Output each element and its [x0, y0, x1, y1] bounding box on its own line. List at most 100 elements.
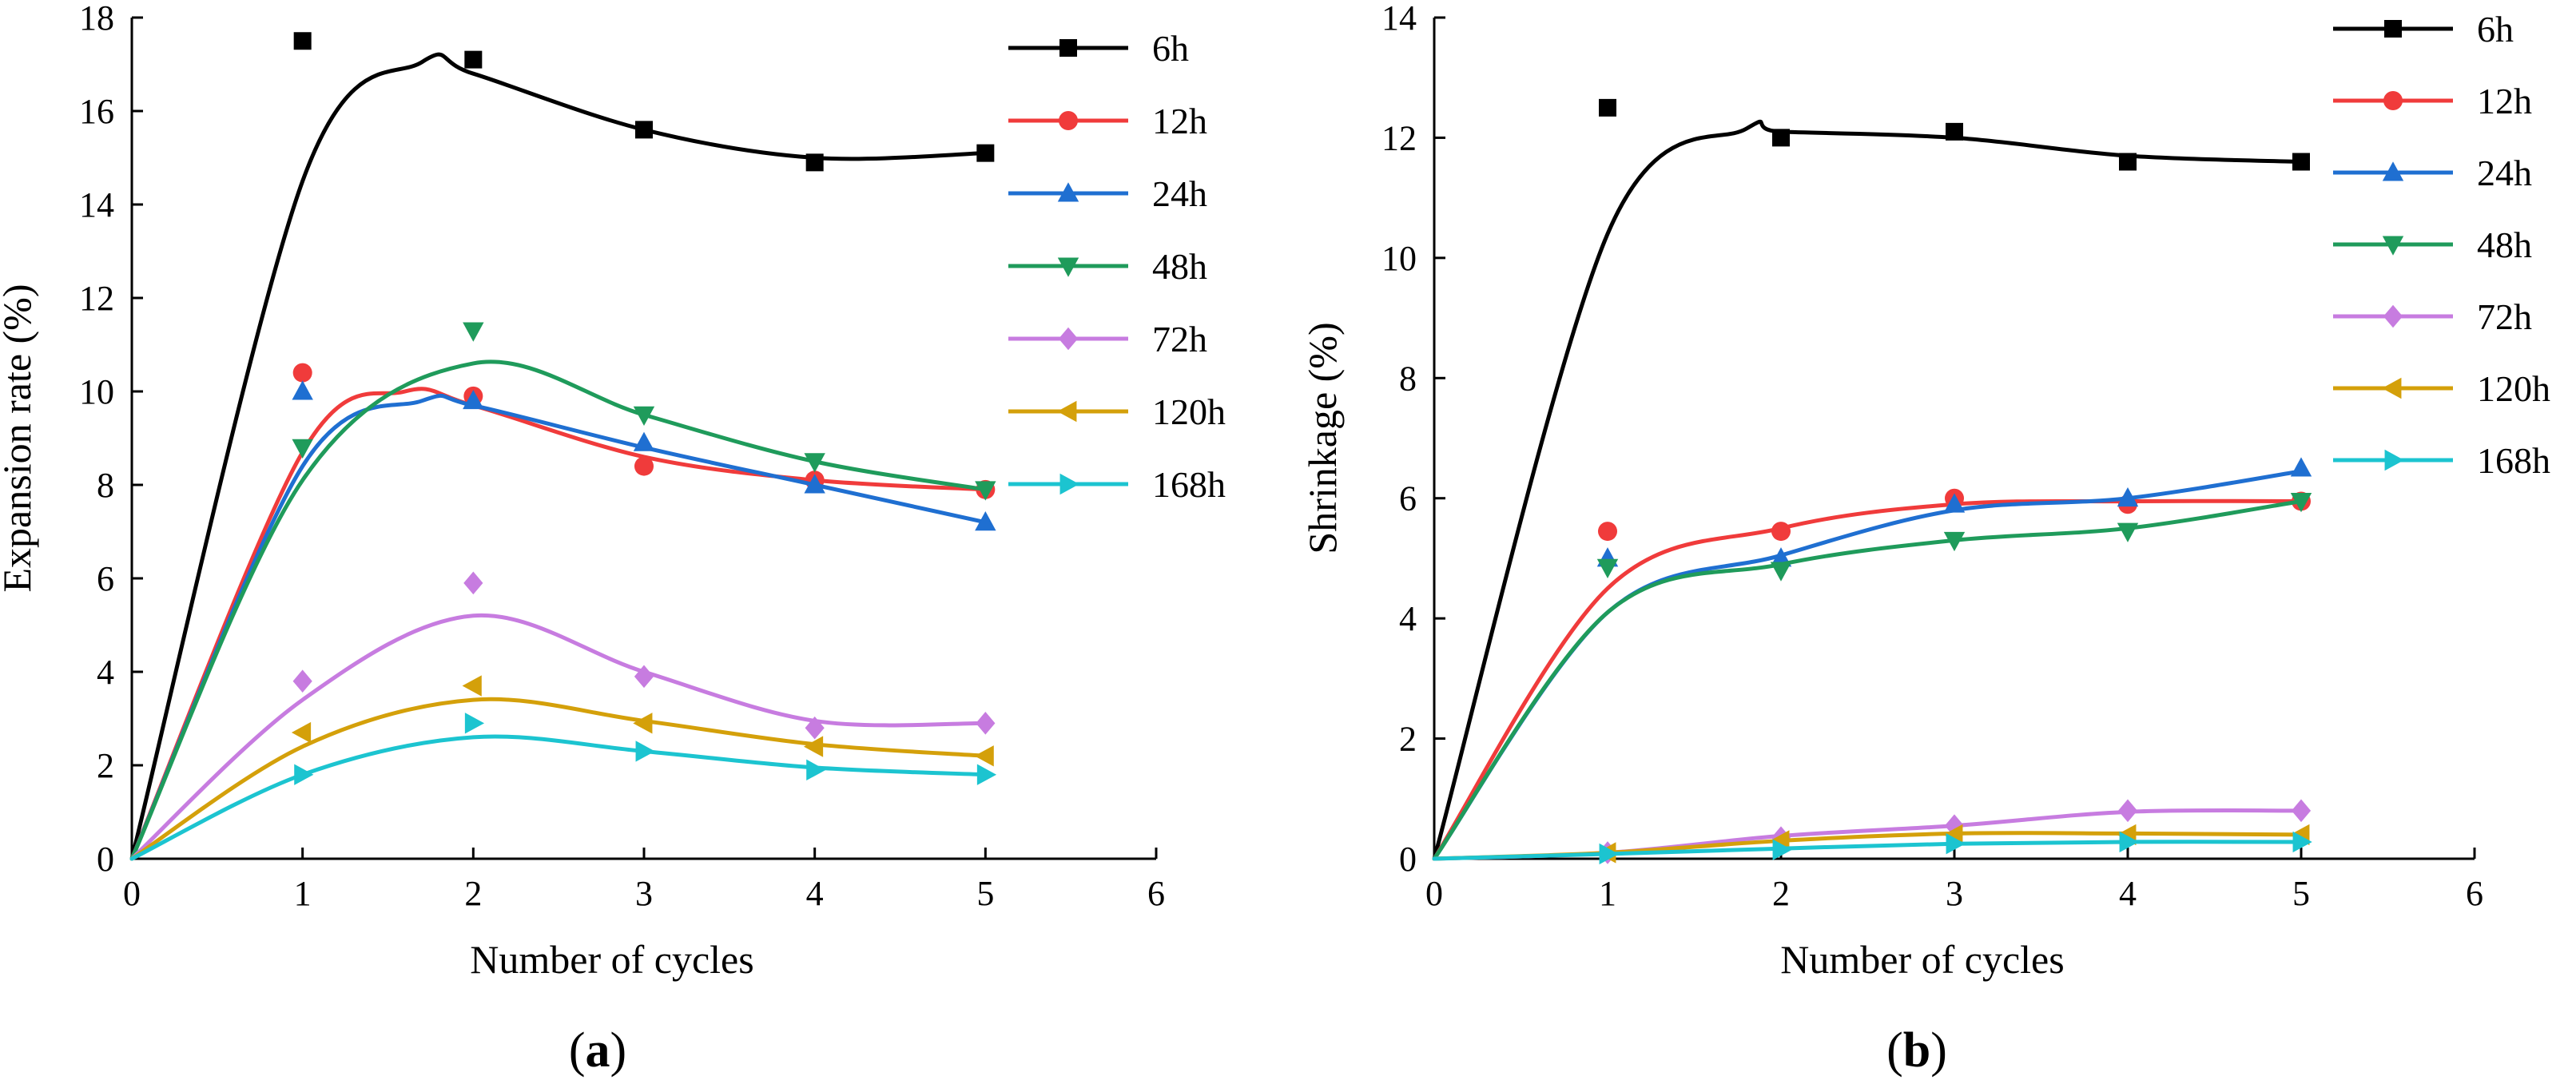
data-point-48h	[2290, 493, 2312, 513]
data-point-6h	[2292, 153, 2310, 171]
x-tick-label: 1	[1599, 874, 1616, 913]
series-line-168h	[1432, 840, 2304, 861]
series-line-72h	[129, 613, 988, 861]
data-point-168h	[1946, 832, 1966, 855]
y-tick-label: 10	[79, 372, 114, 411]
data-point-168h	[464, 713, 485, 734]
data-point-24h	[463, 389, 484, 410]
data-point-48h	[804, 453, 825, 473]
series-line-48h	[129, 359, 988, 861]
data-point-6h	[1946, 122, 1963, 141]
legend-label-6h: 6h	[2477, 9, 2514, 50]
data-point-24h	[292, 380, 313, 400]
y-tick-label: 18	[79, 0, 114, 38]
data-point-6h	[976, 144, 995, 162]
data-point-48h	[975, 481, 996, 501]
data-point-72h	[976, 712, 996, 735]
x-tick-label: 6	[2466, 874, 2483, 913]
y-tick-label: 8	[1399, 359, 1417, 398]
data-point-6h	[293, 32, 312, 50]
legend-marker-120h	[2382, 377, 2402, 399]
y-tick-label: 12	[1381, 118, 1417, 157]
legend-marker-72h	[2383, 304, 2403, 328]
x-tick-label: 4	[806, 874, 824, 913]
legend-marker-12h	[2383, 91, 2403, 110]
x-tick-label: 3	[1946, 874, 1963, 913]
legend-label-168h: 168h	[1152, 464, 1226, 505]
panel-caption: (a)	[569, 1023, 626, 1078]
x-tick-label: 6	[1147, 874, 1165, 913]
data-point-24h	[975, 511, 996, 531]
legend-label-24h: 24h	[2477, 153, 2532, 193]
data-point-12h	[1771, 522, 1791, 542]
data-point-168h	[294, 764, 314, 785]
legend-label-48h: 48h	[2477, 224, 2532, 265]
x-tick-label: 0	[1425, 874, 1443, 913]
data-point-168h	[1599, 843, 1619, 865]
data-point-48h	[463, 322, 484, 342]
data-point-72h	[292, 669, 312, 693]
legend-marker-168h	[1059, 473, 1079, 495]
data-point-24h	[804, 474, 825, 494]
data-point-6h	[1599, 98, 1616, 117]
legend-label-120h: 120h	[2477, 368, 2550, 409]
panel-caption: (b)	[1886, 1023, 1947, 1078]
data-point-48h	[1770, 562, 1792, 582]
legend-label-6h: 6h	[1152, 28, 1189, 69]
legend-label-12h: 12h	[1152, 101, 1207, 141]
legend-marker-24h	[2382, 161, 2404, 181]
y-tick-label: 2	[97, 746, 114, 785]
data-point-6h	[805, 153, 824, 172]
legend-label-12h: 12h	[2477, 81, 2532, 121]
data-point-48h	[292, 439, 313, 459]
data-point-48h	[633, 406, 655, 426]
legend-label-168h: 168h	[2477, 440, 2550, 481]
series-line-6h	[129, 52, 988, 861]
data-point-120h	[974, 745, 994, 767]
series-line-12h	[1432, 498, 2304, 861]
data-point-24h	[1943, 493, 1966, 513]
legend-marker-6h	[2384, 20, 2402, 38]
y-tick-label: 6	[1399, 479, 1417, 518]
series-line-168h	[129, 734, 988, 861]
legend-marker-120h	[1057, 400, 1077, 423]
data-point-24h	[2290, 457, 2312, 477]
x-axis-label: Number of cycles	[470, 937, 753, 982]
data-point-168h	[635, 741, 655, 762]
y-tick-label: 12	[79, 279, 114, 318]
data-point-12h	[1598, 522, 1617, 542]
y-axis-label: Expansion rate (%)	[0, 284, 39, 593]
legend-marker-24h	[1057, 182, 1079, 202]
legend-marker-72h	[1058, 327, 1079, 351]
legend-marker-12h	[1059, 111, 1078, 130]
x-tick-label: 4	[2119, 874, 2137, 913]
data-point-6h	[2119, 153, 2137, 171]
x-axis-label: Number of cycles	[1780, 937, 2064, 982]
series-line-48h	[1432, 498, 2304, 861]
y-tick-label: 0	[1399, 840, 1417, 879]
legend-marker-48h	[1057, 257, 1079, 277]
y-tick-label: 16	[79, 92, 114, 131]
y-tick-label: 10	[1381, 239, 1417, 278]
series-line-12h	[129, 387, 988, 861]
x-tick-label: 2	[464, 874, 482, 913]
data-point-72h	[805, 716, 825, 740]
data-point-24h	[2117, 486, 2139, 507]
x-tick-label: 5	[976, 874, 994, 913]
y-tick-label: 14	[1381, 0, 1417, 38]
data-point-168h	[976, 764, 997, 785]
legend-marker-168h	[2384, 449, 2404, 471]
x-tick-label: 3	[635, 874, 653, 913]
y-tick-label: 6	[97, 559, 114, 598]
data-point-168h	[806, 759, 826, 781]
data-point-72h	[463, 571, 483, 595]
y-tick-label: 4	[1399, 599, 1417, 638]
series-line-120h	[129, 697, 988, 861]
y-tick-label: 8	[97, 466, 114, 505]
legend-marker-6h	[1059, 39, 1077, 57]
series-line-24h	[129, 393, 988, 861]
y-tick-label: 2	[1399, 720, 1417, 759]
data-point-72h	[2291, 799, 2312, 823]
